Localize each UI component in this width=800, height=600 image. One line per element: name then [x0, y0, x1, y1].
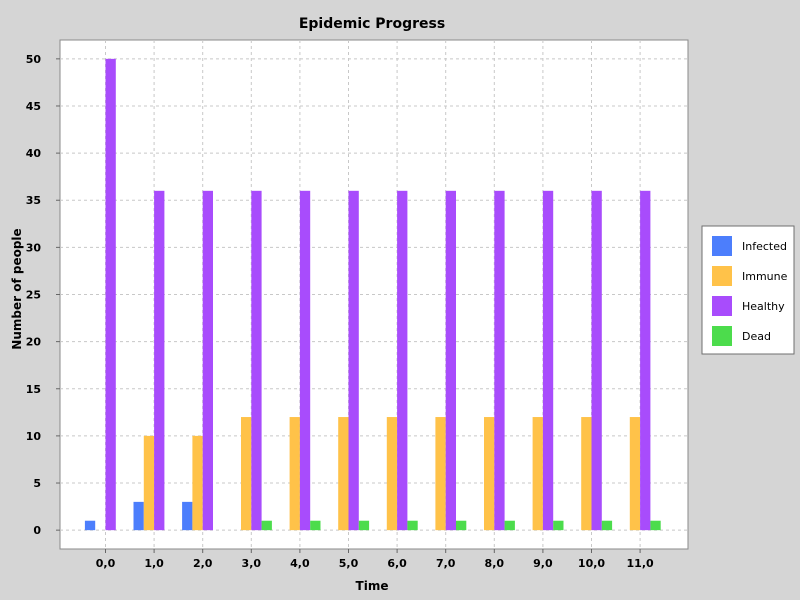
bar-infected	[182, 501, 193, 531]
bar-dead	[358, 520, 370, 531]
bar-dead	[407, 520, 418, 531]
bars-layer	[84, 58, 661, 531]
y-tick-label: 35	[26, 194, 41, 207]
bar-healthy	[105, 58, 116, 531]
x-tick-label: 6,0	[387, 557, 407, 570]
x-tick-label: 10,0	[578, 557, 605, 570]
bar-healthy	[251, 190, 262, 531]
bar-immune	[143, 435, 155, 531]
y-tick-label: 25	[26, 289, 41, 302]
bar-healthy	[640, 190, 651, 531]
y-axis-label: Number of people	[10, 228, 24, 349]
bar-immune	[484, 417, 495, 531]
y-tick-label: 0	[33, 524, 41, 537]
x-axis: 0,0 1,0 2,0 3,0 4,0 5,0 6,0 7,0 8,0 9,0 10,0 11,0	[96, 549, 654, 570]
bar-dead	[650, 520, 661, 531]
x-tick-label: 7,0	[436, 557, 456, 570]
legend-swatch-healthy	[712, 296, 732, 316]
x-tick-label: 2,0	[193, 557, 213, 570]
bar-healthy	[494, 190, 505, 531]
chart-title: Epidemic Progress	[299, 16, 445, 32]
legend-label-healthy: Healthy	[742, 300, 785, 313]
x-tick-label: 5,0	[339, 557, 359, 570]
x-tick-label: 1,0	[144, 557, 164, 570]
bar-healthy	[348, 190, 359, 531]
y-tick-label: 10	[26, 430, 42, 443]
bar-immune	[581, 417, 592, 531]
bar-immune	[192, 435, 203, 531]
x-tick-label: 4,0	[290, 557, 310, 570]
y-tick-label: 20	[26, 336, 42, 349]
y-axis: 0 5 10 15 20 25 30 35 40 45 50	[26, 53, 60, 537]
bar-immune	[386, 417, 398, 531]
y-tick-label: 50	[26, 53, 42, 66]
bar-immune	[241, 417, 252, 531]
bar-dead	[553, 520, 564, 531]
legend: Infected Immune Healthy Dead	[701, 225, 795, 355]
bar-dead	[261, 520, 272, 531]
bar-immune	[532, 417, 543, 531]
bar-healthy	[202, 190, 213, 531]
y-tick-label: 40	[26, 147, 42, 160]
bar-healthy	[299, 190, 311, 531]
bar-immune	[338, 417, 349, 531]
bar-healthy	[397, 190, 408, 531]
bar-immune	[289, 417, 300, 531]
legend-swatch-immune	[712, 266, 732, 286]
bar-healthy	[591, 190, 602, 531]
x-tick-label: 3,0	[242, 557, 262, 570]
bar-immune	[435, 417, 446, 531]
bar-immune	[629, 417, 641, 531]
x-tick-label: 9,0	[533, 557, 553, 570]
x-tick-label: 8,0	[485, 557, 505, 570]
x-axis-label: Time	[356, 579, 389, 593]
legend-items: Infected Immune Healthy Dead	[712, 236, 788, 346]
bar-dead	[601, 520, 613, 531]
y-tick-label: 45	[26, 100, 41, 113]
bar-dead	[310, 520, 321, 531]
x-tick-label: 11,0	[627, 557, 654, 570]
x-tick-label: 0,0	[96, 557, 116, 570]
bar-healthy	[542, 190, 554, 531]
bar-dead	[504, 520, 515, 531]
legend-swatch-infected	[712, 236, 732, 256]
bar-infected	[84, 520, 96, 531]
legend-label-dead: Dead	[742, 330, 771, 343]
bar-dead	[456, 520, 467, 531]
y-tick-label: 30	[26, 241, 42, 254]
bar-healthy	[154, 190, 165, 531]
bar-healthy	[445, 190, 456, 531]
legend-swatch-dead	[712, 326, 732, 346]
bar-infected	[133, 501, 144, 531]
y-tick-label: 15	[26, 383, 41, 396]
legend-label-immune: Immune	[742, 270, 788, 283]
y-tick-label: 5	[33, 477, 41, 490]
legend-label-infected: Infected	[742, 240, 787, 253]
